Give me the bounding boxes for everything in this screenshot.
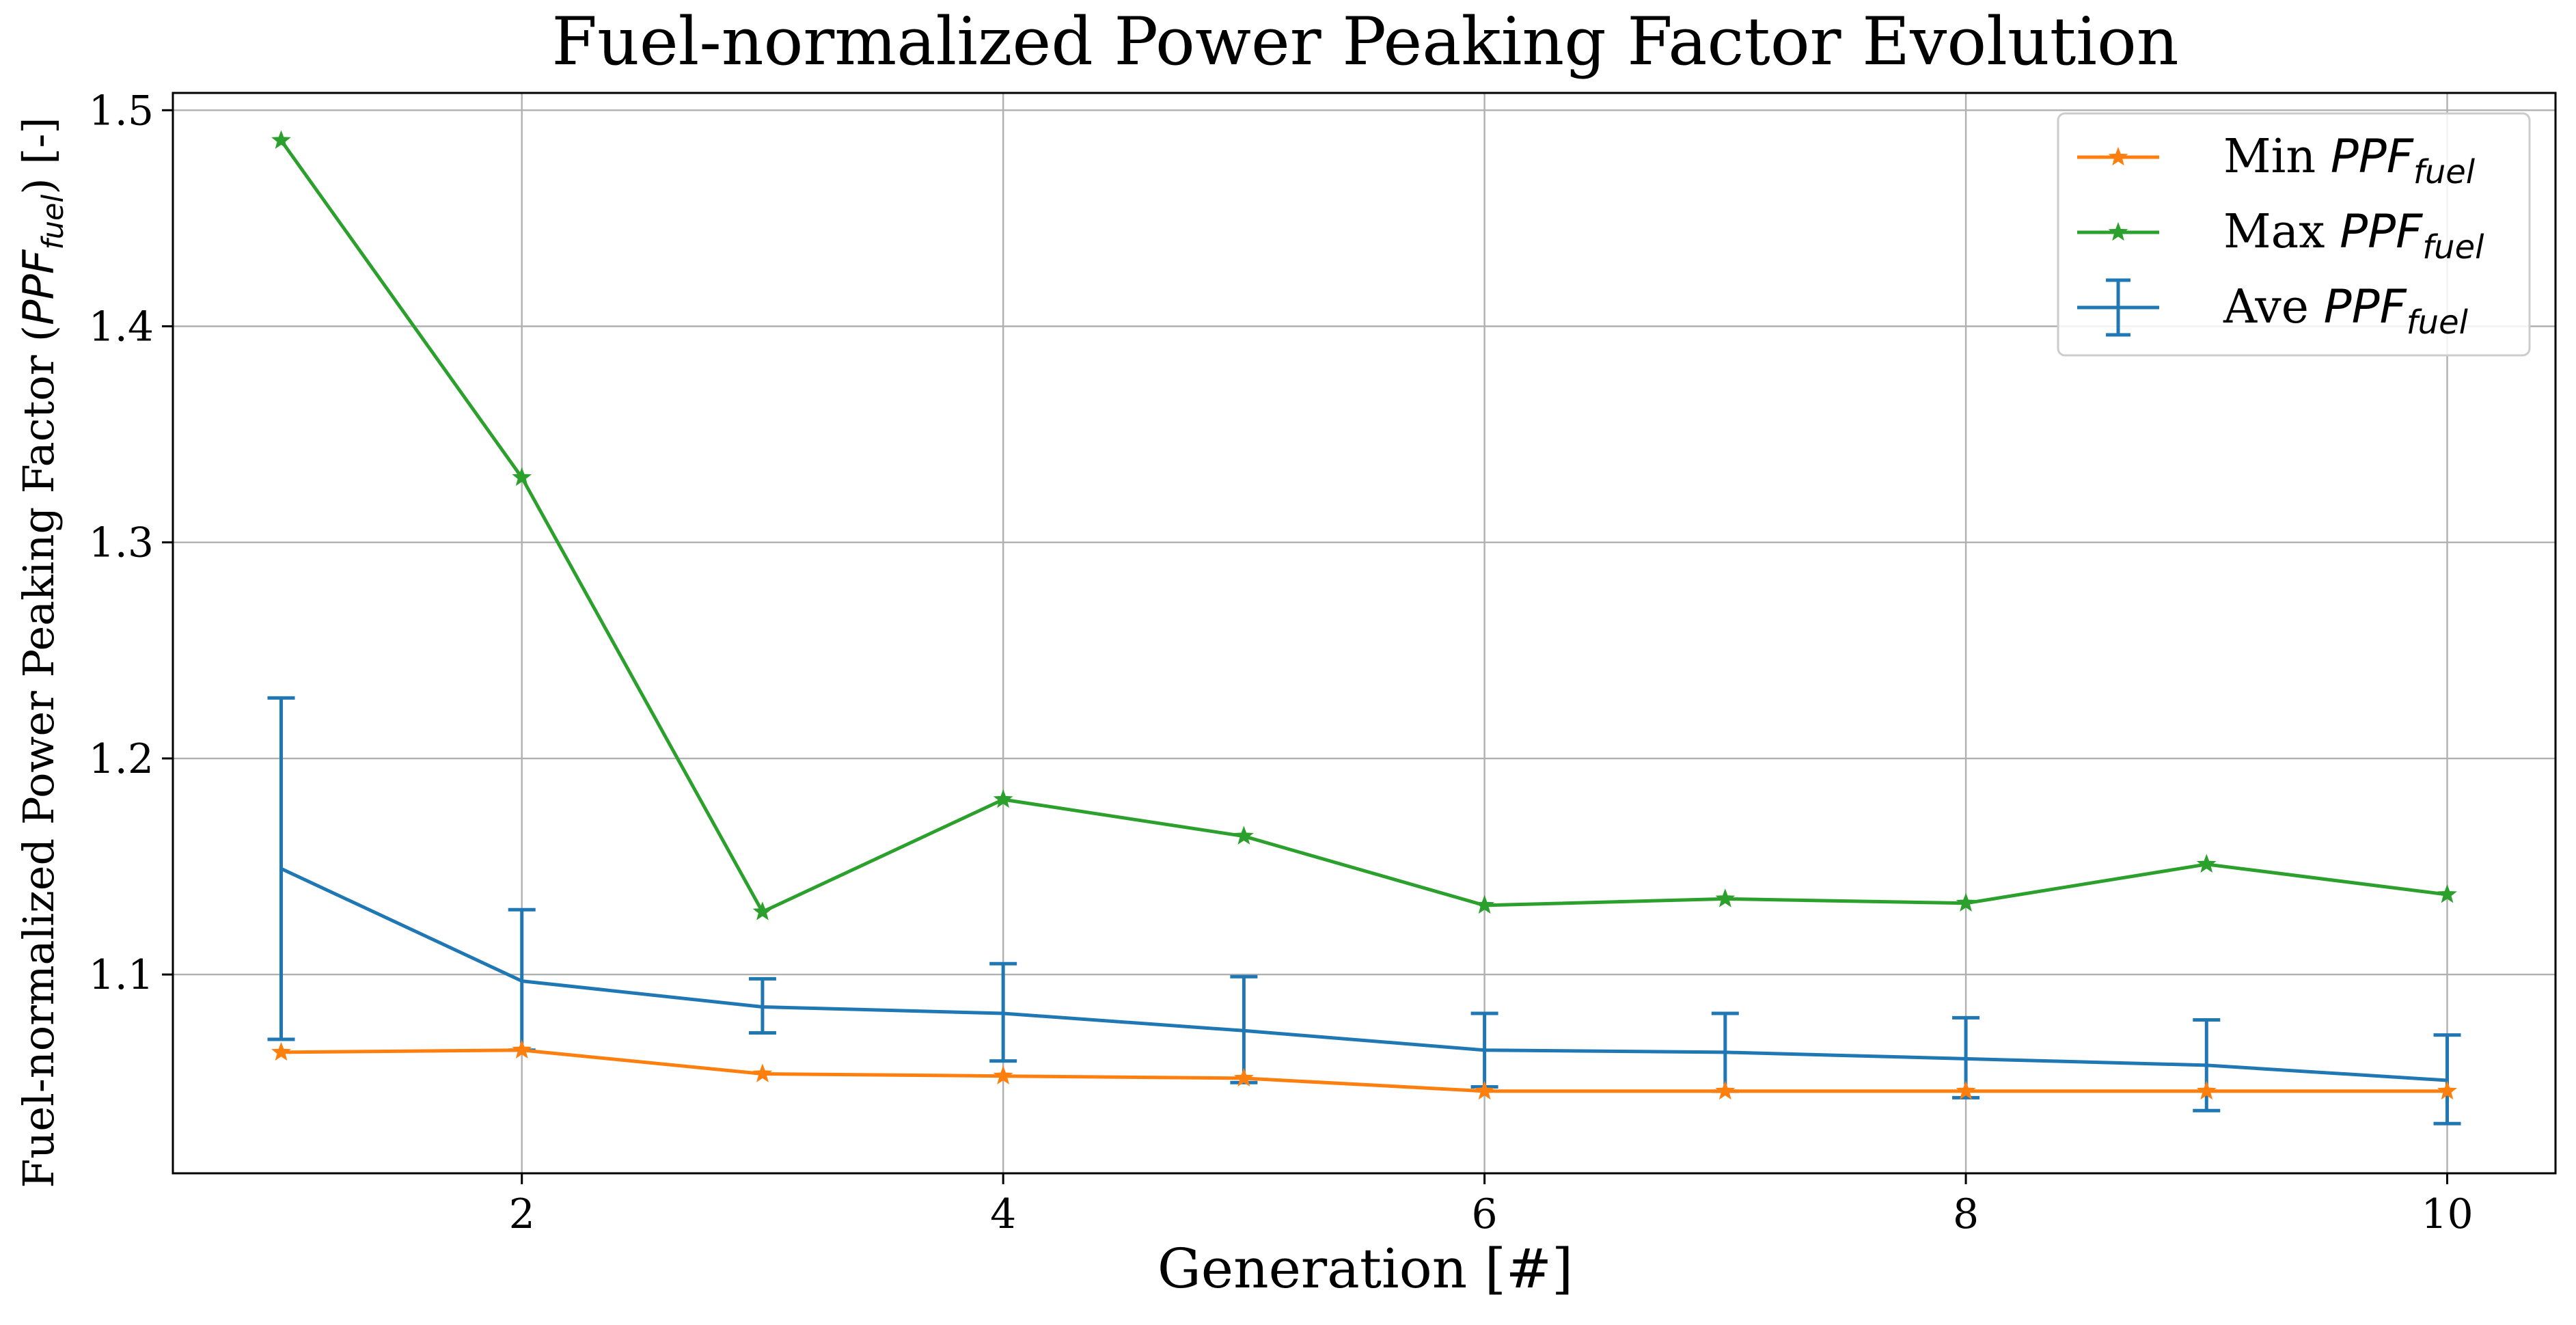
legend-entry-min: Min PPFfuel [2077,130,2476,191]
x-tick-label: 2 [509,1190,535,1238]
y-axis-label-subscript: fuel [36,195,70,250]
data-point-max [2196,853,2217,873]
legend-label-math: PPF [2324,280,2407,334]
data-point-max [1233,825,1254,845]
legend-label-subscript: fuel [2407,303,2469,342]
series-max [271,130,2457,920]
y-tick-label: 1.5 [89,87,154,135]
data-point-max [1715,888,1736,907]
series-ave [267,696,2461,1125]
grid [173,93,2556,1173]
y-tick-label: 1.4 [89,303,154,351]
legend-label-prefix: Max [2223,205,2340,259]
series-line-min [281,1048,2448,1093]
chart-title: Fuel-normalized Power Peaking Factor Evo… [551,3,2178,80]
data-point-min [1715,1080,1736,1100]
x-tick-label: 4 [990,1190,1016,1238]
data-point-min [271,1041,291,1061]
y-axis-label-prefix: Fuel-normalized Power Peaking Factor ( [14,325,64,1188]
series-line-ave [280,866,2448,1082]
data-point-min [1475,1080,1495,1100]
data-point-min [993,1065,1013,1084]
legend-entry-ave: Ave PPFfuel [2077,278,2469,342]
data-point-max [1956,892,1976,912]
data-point-min [1233,1067,1254,1087]
legend-marker-max [2108,221,2128,241]
y-axis-label: Fuel-normalized Power Peaking Factor (PP… [14,117,70,1188]
x-tick-label: 6 [1472,1190,1498,1238]
plot-frame [172,92,2557,1175]
ticks-layer: 2 4 6 8 10 1.1 1.2 1.3 1.4 1.5 [89,87,2474,1238]
data-point-min [1956,1080,1976,1100]
legend-label-prefix: Min [2223,130,2331,184]
y-tick-label: 1.3 [89,519,154,567]
data-point-max [1475,894,1495,914]
legend-label-max: Max PPFfuel [2223,205,2484,267]
data-point-min [2437,1080,2457,1100]
legend-box [2057,112,2531,357]
legend-entry-max: Max PPFfuel [2077,205,2484,267]
y-axis-label-math: PPF [14,249,64,325]
x-tick-label: 8 [1953,1190,1979,1238]
data-point-min [512,1039,532,1059]
series-layer [267,130,2461,1125]
x-tick-label: 10 [2421,1190,2473,1238]
legend-label-subscript: fuel [2413,153,2476,191]
series-line-max [279,139,2448,914]
y-axis-label-suffix: ) [-] [14,117,64,194]
data-point-max [752,901,773,920]
data-point-max [2437,884,2457,903]
series-min [271,1039,2457,1100]
data-point-max [993,789,1013,808]
x-axis-label: Generation [#] [1157,1237,1573,1300]
legend-label-math: PPF [2331,130,2414,184]
data-point-max [271,130,291,149]
legend-marker-min [2108,146,2128,166]
data-point-min [2196,1080,2217,1100]
legend-label-math: PPF [2340,205,2423,259]
y-tick-label: 1.1 [89,951,154,999]
data-point-min [752,1063,773,1082]
legend-label-ave: Ave PPFfuel [2223,280,2469,342]
legend-label-prefix: Ave [2223,280,2324,334]
data-point-max [512,467,532,487]
legend-label-subscript: fuel [2422,228,2484,267]
legend-label-min: Min PPFfuel [2223,130,2476,191]
y-tick-label: 1.2 [89,735,154,783]
